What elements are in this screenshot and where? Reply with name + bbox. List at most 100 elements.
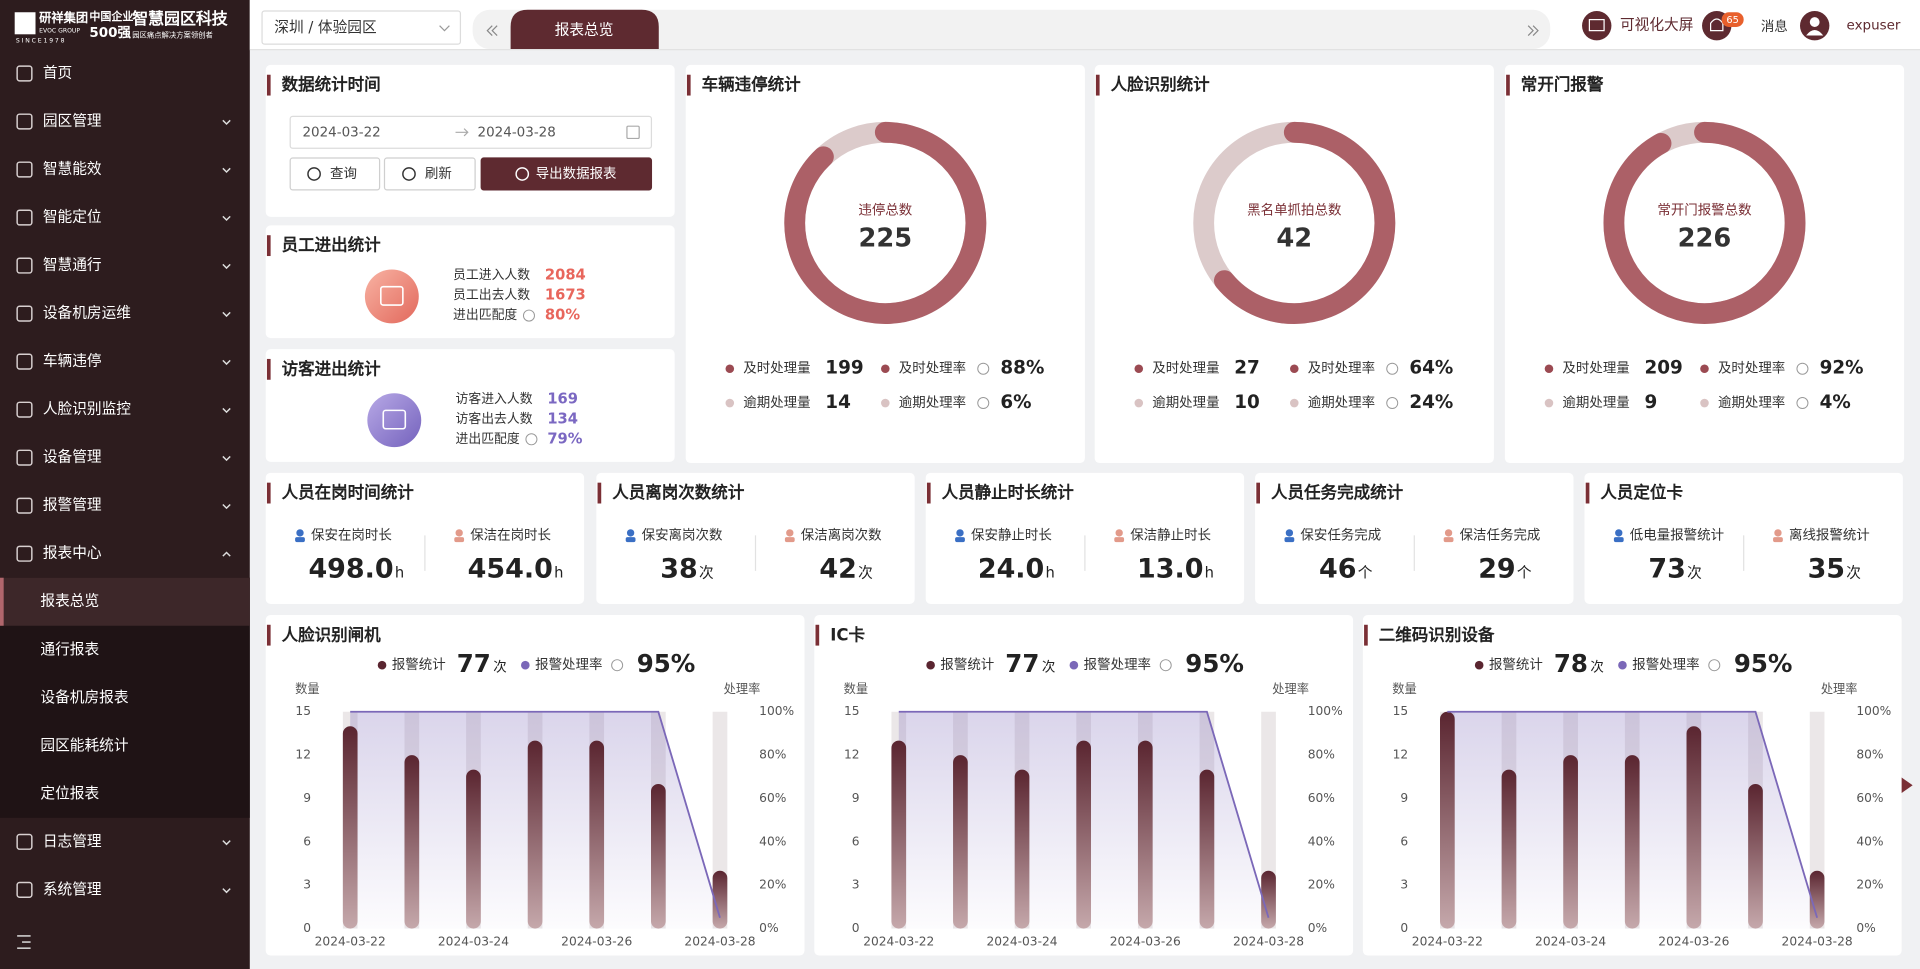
stat-label: 及时处理量 [1152, 361, 1219, 377]
menu-item[interactable]: 日志管理 [43, 833, 102, 850]
y-tick-label: 9 [303, 791, 311, 805]
menu-item[interactable]: 园区管理 [43, 113, 102, 130]
legend-dot [1700, 398, 1709, 408]
stat-item-label: 保安离岗次数 [642, 526, 723, 543]
button-label[interactable]: 导出数据报表 [536, 166, 617, 182]
menu-item[interactable]: 系统管理 [43, 881, 102, 898]
button[interactable] [383, 157, 476, 191]
stat-item-value: 498.0 [308, 553, 393, 584]
y-tick-label: 6 [852, 834, 860, 848]
menu-item[interactable]: 智能定位 [43, 208, 102, 226]
menu-item[interactable]: 车辆违停 [43, 353, 102, 370]
date-start[interactable]: 2024-03-22 [302, 124, 380, 140]
y2-tick-label: 20% [1856, 878, 1883, 892]
stat-item-value: 46 [1319, 553, 1356, 584]
date-range[interactable] [289, 115, 653, 149]
menu-item[interactable]: 人脸识别监控 [43, 401, 131, 418]
panel-accent [686, 74, 691, 96]
logo-name: 智慧园区科技 [132, 9, 228, 28]
location-text[interactable]: 深圳 / 体验园区 [274, 19, 376, 36]
submenu-item[interactable]: 通行报表 [40, 641, 99, 658]
x-tick-label: 2024-03-24 [1535, 935, 1606, 949]
tab-label[interactable]: 报表总览 [555, 22, 614, 39]
tab-next[interactable] [1527, 25, 1539, 36]
menu-icon [16, 881, 33, 898]
stat-item-label: 低电量报警统计 [1630, 527, 1724, 543]
stat-value: 24% [1409, 392, 1453, 413]
tab-prev[interactable] [486, 25, 498, 36]
submenu-item[interactable]: 设备机房报表 [40, 689, 128, 706]
y2-tick-label: 80% [1308, 748, 1335, 762]
menu-item[interactable]: 首页 [43, 64, 72, 81]
legend-dot [1069, 660, 1079, 670]
x-tick-label: 2024-03-22 [863, 935, 934, 949]
panel-title: 人员在岗时间统计 [282, 482, 415, 502]
stat-label: 逾期处理量 [1152, 395, 1219, 411]
legend-dot [1290, 398, 1299, 408]
stat-item-label: 保洁静止时长 [1130, 527, 1211, 543]
person-icon-body [1114, 537, 1125, 543]
help-icon [611, 659, 624, 672]
y-tick-label: 0 [1400, 921, 1408, 935]
menu-item[interactable]: 智慧通行 [43, 256, 102, 274]
button-icon [307, 167, 321, 181]
message-link[interactable]: 消息 [1761, 18, 1788, 35]
people-glyph [382, 409, 407, 430]
stat-item-unit: 次 [1846, 564, 1861, 581]
person-icon-body [784, 537, 795, 543]
submenu-item[interactable]: 园区能耗统计 [40, 737, 128, 754]
bar [953, 755, 968, 929]
people-label: 访客进入人数 [456, 391, 533, 407]
user-name[interactable]: expuser [1847, 18, 1901, 34]
logo-since: SINCE1978 [16, 37, 66, 44]
menu-item[interactable]: 智慧能效 [43, 160, 102, 178]
y2-tick-label: 80% [1856, 748, 1883, 762]
rate-line [898, 710, 1270, 918]
people-value: 2084 [545, 267, 586, 284]
location-select[interactable] [261, 10, 462, 45]
calendar-icon [626, 125, 640, 140]
stat-item-value: 73 [1648, 553, 1685, 584]
people-label: 进出匹配度 [456, 431, 520, 447]
donut-center-label: 黑名单抓拍总数 [1247, 203, 1342, 219]
person-icon [1615, 529, 1623, 537]
menu-item[interactable]: 报警管理 [43, 497, 102, 514]
stat-item-unit: 次 [1687, 564, 1702, 581]
y-tick-label: 0 [303, 921, 311, 935]
person-icon-body [1773, 537, 1783, 543]
bar [891, 740, 907, 929]
y-tick-label: 6 [1400, 834, 1408, 848]
y2-tick-label: 40% [1856, 834, 1883, 848]
donut-center-label: 常开门报警总数 [1657, 203, 1752, 219]
menu-item[interactable]: 设备管理 [43, 449, 102, 466]
menu-item[interactable]: 设备机房运维 [43, 305, 131, 322]
y-tick-label: 12 [1393, 748, 1409, 762]
stat-item: 454.0h [468, 553, 564, 584]
submenu-active-bar [0, 577, 4, 626]
bar [1014, 769, 1030, 929]
button[interactable] [289, 157, 381, 191]
submenu-item[interactable]: 报表总览 [40, 593, 99, 610]
menu-item[interactable]: 报表中心 [43, 545, 102, 562]
date-end[interactable]: 2024-03-28 [478, 124, 556, 140]
y-tick-label: 3 [1400, 878, 1408, 892]
logo-slogan: 园区痛点解决方案领创者 [132, 31, 213, 40]
y-tick-label: 12 [295, 748, 311, 762]
button-label[interactable]: 刷新 [425, 166, 452, 182]
stat-value: 9 [1644, 392, 1657, 413]
bar [589, 740, 605, 929]
panel-title: 二维码识别设备 [1379, 624, 1495, 644]
menu-icon [16, 353, 33, 370]
menu-chevron [222, 455, 231, 462]
screen-icon[interactable] [1582, 11, 1612, 41]
button-label[interactable]: 查询 [330, 166, 357, 182]
tab-active[interactable] [510, 9, 659, 50]
scroll-arrow[interactable] [1900, 776, 1913, 794]
y2-tick-label: 40% [1308, 834, 1335, 848]
panel-accent [597, 482, 602, 504]
submenu-item[interactable]: 定位报表 [40, 785, 99, 802]
bar [651, 784, 666, 929]
screen-link[interactable]: 可视化大屏 [1620, 17, 1693, 34]
button[interactable] [480, 157, 653, 191]
